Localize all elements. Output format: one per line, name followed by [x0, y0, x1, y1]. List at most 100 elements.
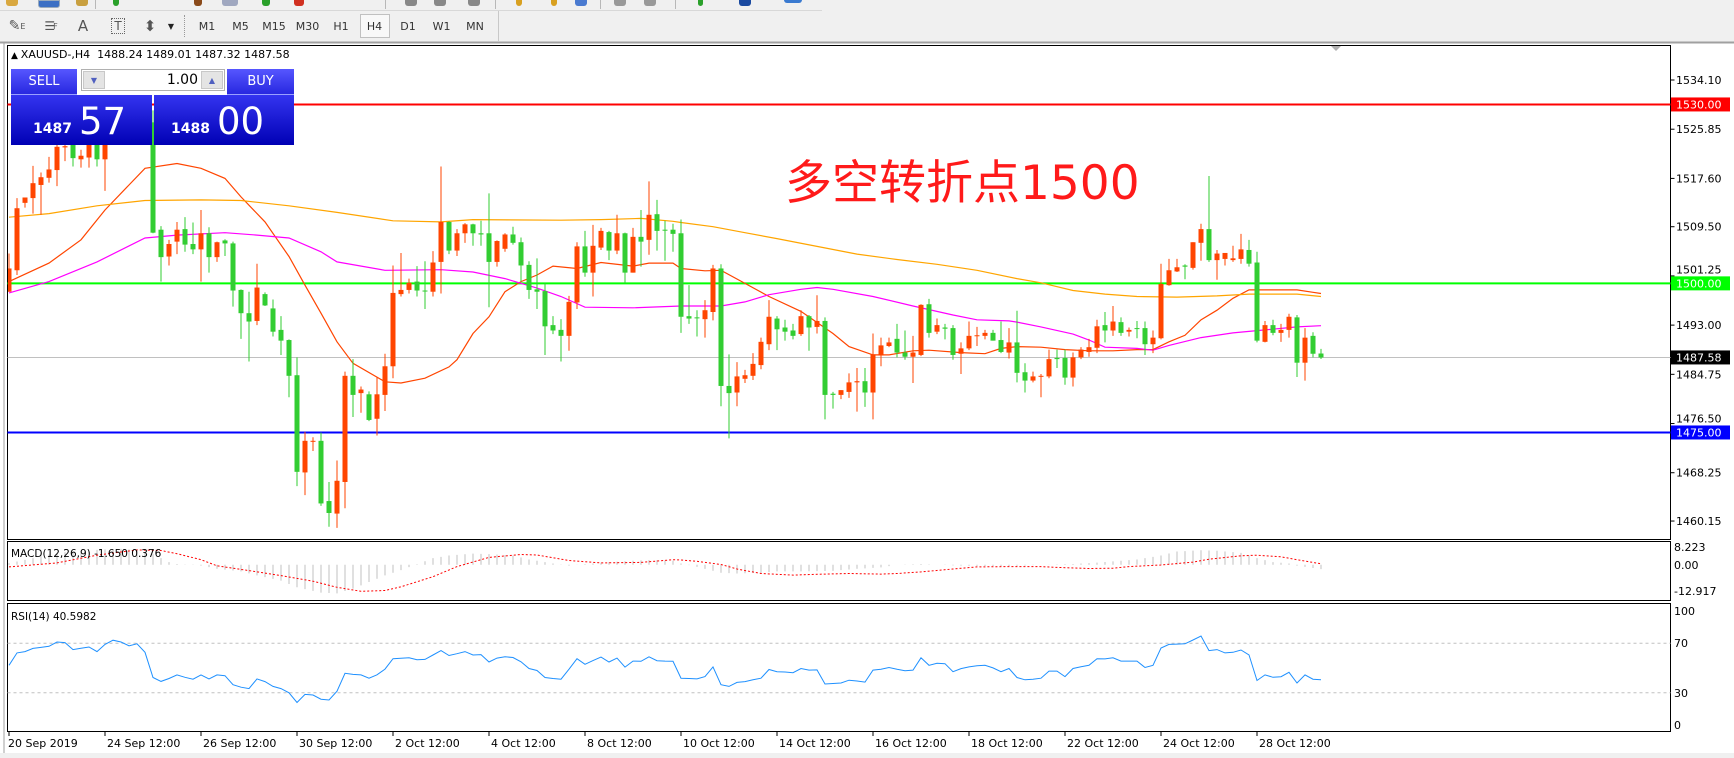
- candle: [502, 233, 508, 252]
- toolbar-stop-icon[interactable]: [294, 0, 304, 6]
- candle: [918, 304, 924, 357]
- candle-body: [614, 233, 620, 251]
- text-label-icon[interactable]: T: [105, 14, 131, 38]
- candle: [1142, 321, 1148, 355]
- toolbar-expert-icon[interactable]: [194, 0, 202, 6]
- buy-price-button[interactable]: 1488 00: [154, 95, 294, 145]
- toolbar-separator: [495, 0, 496, 9]
- objects-list-icon[interactable]: ✎ E: [8, 18, 26, 34]
- buy-button[interactable]: BUY: [227, 69, 294, 95]
- toolbar-candle-chart-icon[interactable]: [434, 0, 446, 6]
- toolbar-search-icon[interactable]: [76, 0, 88, 6]
- toolbar-star-icon[interactable]: [6, 0, 18, 6]
- candle-body: [606, 232, 612, 251]
- candle: [574, 242, 580, 310]
- candle-body: [598, 230, 604, 248]
- candle-body: [638, 236, 644, 242]
- candle: [806, 314, 812, 351]
- candle-body: [590, 245, 596, 273]
- toolbar-autotrading-icon[interactable]: [262, 0, 270, 6]
- timeframe-m5-button[interactable]: M5: [232, 19, 249, 33]
- timeframe-h4-button[interactable]: H4: [359, 14, 390, 38]
- toolbar-line-chart-icon[interactable]: [468, 0, 480, 6]
- candle: [278, 316, 284, 355]
- timeframe-m1-button[interactable]: M1: [198, 19, 216, 33]
- macd-panel: [7, 541, 1671, 601]
- candle: [1062, 349, 1068, 385]
- toolbar-zoom-in-icon[interactable]: [516, 0, 522, 6]
- toolbar-zoom-out-icon[interactable]: [551, 0, 557, 6]
- buy-price-pips: 00: [217, 100, 265, 143]
- toolbar-autoscroll-icon[interactable]: [614, 0, 626, 6]
- timeframe-m30-button[interactable]: M30: [295, 19, 320, 33]
- toolbar-terminal-icon[interactable]: [222, 0, 238, 6]
- candle: [558, 319, 564, 362]
- candle-body: [286, 340, 292, 376]
- candle: [1102, 311, 1108, 343]
- candle: [750, 353, 756, 380]
- toolbar-new-order-icon[interactable]: [113, 0, 119, 6]
- candle-body: [886, 342, 892, 346]
- time-tick-label: 4 Oct 12:00: [491, 737, 556, 750]
- candle-body: [926, 304, 932, 333]
- toolbar-periods-icon[interactable]: [739, 0, 751, 6]
- candle-body: [438, 221, 444, 262]
- candle: [598, 227, 604, 250]
- candle: [638, 210, 644, 267]
- timeframe-m15-button[interactable]: M15: [262, 19, 286, 33]
- candle-body: [350, 375, 356, 395]
- toolbar-indicators-icon[interactable]: [698, 0, 703, 6]
- candle: [270, 299, 276, 337]
- candle: [838, 390, 844, 400]
- candle-body: [390, 292, 396, 367]
- current-price-tag-label: 1487.58: [1676, 351, 1722, 364]
- sell-price-button[interactable]: 1487 57: [11, 95, 152, 145]
- arrows-icon[interactable]: ⬍: [138, 14, 162, 38]
- candle: [830, 391, 836, 409]
- toolbar-tile-icon[interactable]: [575, 0, 587, 6]
- time-tick-label: 18 Oct 12:00: [971, 737, 1043, 750]
- candle: [422, 261, 428, 310]
- toolbar-separator: [95, 0, 96, 9]
- toolbar-templates-icon[interactable]: [784, 0, 802, 3]
- toolbar-grip[interactable]: [184, 15, 187, 37]
- candle-body: [822, 320, 828, 395]
- candle: [1118, 317, 1124, 336]
- candle: [206, 227, 212, 273]
- timeframe-h1-button[interactable]: H1: [333, 19, 349, 33]
- candle-body: [182, 229, 188, 245]
- sell-button[interactable]: SELL: [11, 69, 77, 95]
- candle-body: [414, 281, 420, 291]
- toolbar-bar-chart-icon[interactable]: [405, 0, 417, 6]
- lot-decrease-button[interactable]: ▼: [83, 71, 105, 89]
- candle-body: [1078, 349, 1084, 358]
- toolbar-chart-shift-icon[interactable]: [644, 0, 656, 6]
- arrows-dropdown-icon[interactable]: ▼: [167, 21, 175, 31]
- candle: [566, 295, 572, 351]
- candle-body: [622, 233, 628, 273]
- timeframe-d1-button[interactable]: D1: [400, 19, 416, 33]
- candle-body: [662, 229, 668, 231]
- lot-size-field[interactable]: ▼ 1.00 ▲: [81, 69, 225, 91]
- rsi-panel: [7, 603, 1671, 732]
- fibonacci-icon[interactable]: ☰ F: [44, 19, 58, 33]
- timeframe-w1-button[interactable]: W1: [432, 19, 451, 33]
- candle: [454, 229, 460, 256]
- candle-body: [782, 327, 788, 332]
- candle: [1174, 258, 1180, 273]
- candle: [1230, 245, 1236, 262]
- candle: [1286, 313, 1292, 338]
- candle: [414, 266, 420, 297]
- toolbar-window-icon[interactable]: [38, 0, 60, 8]
- text-icon[interactable]: A: [70, 14, 96, 38]
- candle-body: [174, 229, 180, 242]
- candle: [1310, 332, 1316, 358]
- candle: [942, 323, 948, 340]
- lot-increase-button[interactable]: ▲: [201, 71, 223, 89]
- time-tick-label: 24 Oct 12:00: [1163, 737, 1235, 750]
- candle: [758, 337, 764, 370]
- candle-body: [918, 304, 924, 355]
- chart-shift-marker-icon[interactable]: [1331, 46, 1341, 51]
- timeframe-mn-button[interactable]: MN: [466, 19, 484, 33]
